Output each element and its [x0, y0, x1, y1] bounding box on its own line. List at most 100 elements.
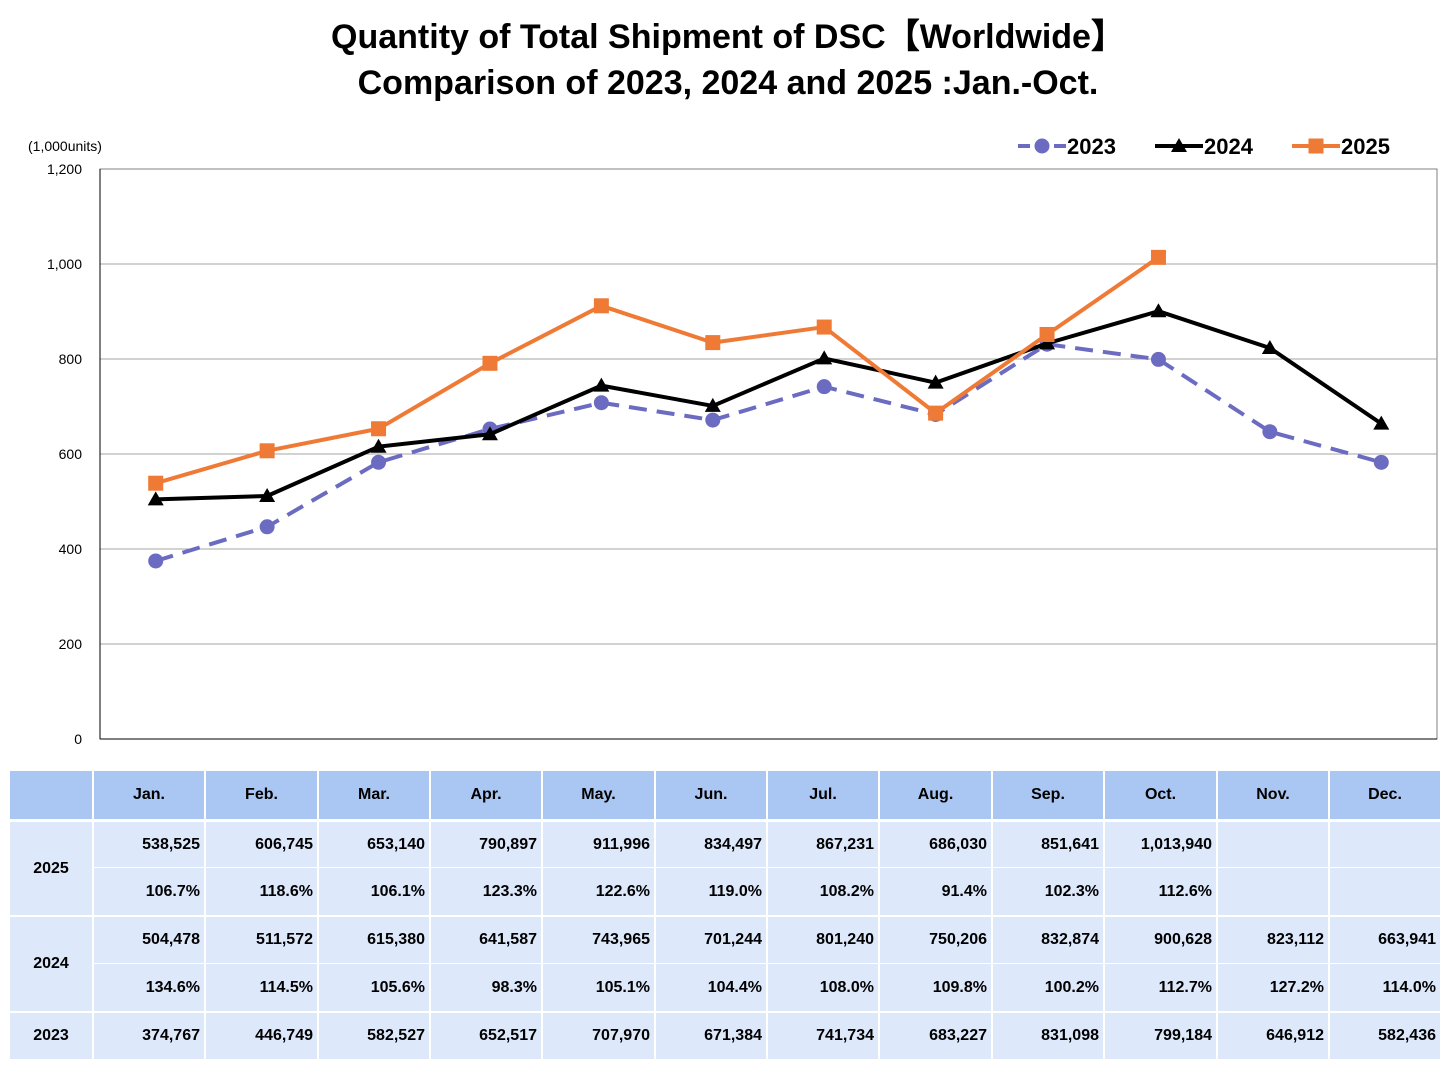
- table-header-row: Jan. Feb. Mar. Apr. May. Jun. Jul. Aug. Sep. Oct.…: [10, 771, 1442, 819]
- units-cell: 683,227: [880, 1011, 993, 1059]
- units-cell: 615,380: [319, 915, 431, 963]
- units-cell: 900,628: [1105, 915, 1218, 963]
- ratio-cell: [1330, 867, 1442, 915]
- y-axis-unit-label: (1,000units): [28, 138, 102, 154]
- column-header: Mar.: [319, 771, 431, 819]
- ratio-cell: 119.0%: [656, 867, 768, 915]
- units-cell: 504,478: [94, 915, 206, 963]
- column-header: Dec.: [1330, 771, 1442, 819]
- data-point: [593, 395, 609, 411]
- units-cell: 832,874: [993, 915, 1105, 963]
- data-point: [816, 350, 833, 365]
- data-point: [1039, 335, 1056, 350]
- ratio-cell: 112.7%: [1105, 963, 1218, 1011]
- data-point: [705, 335, 721, 351]
- data-point: [1039, 326, 1055, 342]
- ratio-cell: 102.3%: [993, 867, 1105, 915]
- units-cell: [1218, 819, 1330, 867]
- series-line-2023: [155, 342, 1382, 563]
- units-cell: 646,912: [1218, 1011, 1330, 1059]
- data-point: [705, 412, 721, 428]
- series-line-2024: [155, 309, 1383, 502]
- ratio-cell: 122.6%: [543, 867, 656, 915]
- column-header: Nov.: [1218, 771, 1330, 819]
- ratio-cell: 105.6%: [319, 963, 431, 1011]
- units-cell: 582,436: [1330, 1011, 1442, 1059]
- data-point: [1308, 138, 1324, 154]
- ratio-cell: 104.4%: [656, 963, 768, 1011]
- units-cell: 446,749: [206, 1011, 319, 1059]
- units-cell: 582,527: [319, 1011, 431, 1059]
- line-chart: 0 200 400 600 800 1,000 1,200 (1,000units) 2023 2…: [28, 134, 1438, 747]
- units-cell: 911,996: [543, 819, 656, 867]
- y-tick-label: 600: [59, 446, 83, 462]
- row-year-label: 2025: [10, 819, 94, 915]
- data-point: [1150, 351, 1166, 367]
- column-header: Jan.: [94, 771, 206, 819]
- data-point: [481, 426, 498, 441]
- units-cell: 799,184: [1105, 1011, 1218, 1059]
- data-table: Jan. Feb. Mar. Apr. May. Jun. Jul. Aug. Sep. Oct.…: [10, 771, 1442, 1059]
- data-point: [928, 405, 944, 421]
- y-tick-label: 400: [59, 541, 83, 557]
- units-cell: 790,897: [431, 819, 543, 867]
- data-point: [1373, 415, 1390, 430]
- data-point: [1373, 454, 1389, 470]
- data-point: [927, 374, 944, 389]
- units-cell: 831,098: [993, 1011, 1105, 1059]
- units-cell: 663,941: [1330, 915, 1442, 963]
- ratio-cell: 108.0%: [768, 963, 880, 1011]
- series-line-2025: [155, 255, 1160, 486]
- ratio-cell: 127.2%: [1218, 963, 1330, 1011]
- data-point: [593, 298, 609, 314]
- data-point: [371, 421, 387, 437]
- units-cell: 653,140: [319, 819, 431, 867]
- y-tick-label: 1,000: [47, 256, 82, 272]
- column-header: Sep.: [993, 771, 1105, 819]
- units-cell: 750,206: [880, 915, 993, 963]
- chart-title: Quantity of Total Shipment of DSC【Worldw…: [331, 18, 1125, 56]
- units-cell: 707,970: [543, 1011, 656, 1059]
- units-cell: 823,112: [1218, 915, 1330, 963]
- y-tick-label: 0: [74, 731, 82, 747]
- data-point: [1262, 424, 1278, 440]
- ratio-cell: 100.2%: [993, 963, 1105, 1011]
- table-row: 2025 538,525 606,745 653,140 790,897 911,996 8…: [10, 819, 1442, 915]
- ratio-cell: [1218, 867, 1330, 915]
- data-point: [259, 443, 275, 459]
- chart-subtitle: Comparison of 2023, 2024 and 2025 :Jan.-…: [357, 64, 1099, 102]
- column-header: Oct.: [1105, 771, 1218, 819]
- data-point: [1034, 138, 1050, 154]
- ratio-cell: 114.0%: [1330, 963, 1442, 1011]
- units-cell: 701,244: [656, 915, 768, 963]
- ratio-cell: 106.7%: [94, 867, 206, 915]
- data-point: [148, 553, 164, 569]
- units-cell: 801,240: [768, 915, 880, 963]
- ratio-cell: 114.5%: [206, 963, 319, 1011]
- column-header: Jun.: [656, 771, 768, 819]
- table-row: 134.6% 114.5% 105.6% 98.3% 105.1% 104.4% 108.0…: [10, 963, 1442, 1011]
- data-point: [1150, 249, 1166, 265]
- column-header: Jul.: [768, 771, 880, 819]
- data-point: [1150, 303, 1167, 318]
- y-tick-label: 1,200: [47, 161, 82, 177]
- data-point: [816, 379, 832, 395]
- row-year-label: 2023: [10, 1011, 94, 1059]
- units-cell: [1330, 819, 1442, 867]
- data-point: [593, 377, 610, 392]
- data-point: [816, 319, 832, 335]
- data-point: [259, 488, 276, 503]
- row-year-label: 2024: [10, 915, 94, 1011]
- y-tick-label: 200: [59, 636, 83, 652]
- units-cell: 374,767: [94, 1011, 206, 1059]
- ratio-cell: 134.6%: [94, 963, 206, 1011]
- column-header: May.: [543, 771, 656, 819]
- data-point: [259, 519, 275, 535]
- units-cell: 743,965: [543, 915, 656, 963]
- table-row: 106.7% 118.6% 106.1% 123.3% 122.6% 119.0% 108.…: [10, 867, 1442, 915]
- column-header: Feb.: [206, 771, 319, 819]
- units-cell: 834,497: [656, 819, 768, 867]
- units-cell: 867,231: [768, 819, 880, 867]
- ratio-cell: 118.6%: [206, 867, 319, 915]
- ratio-cell: 105.1%: [543, 963, 656, 1011]
